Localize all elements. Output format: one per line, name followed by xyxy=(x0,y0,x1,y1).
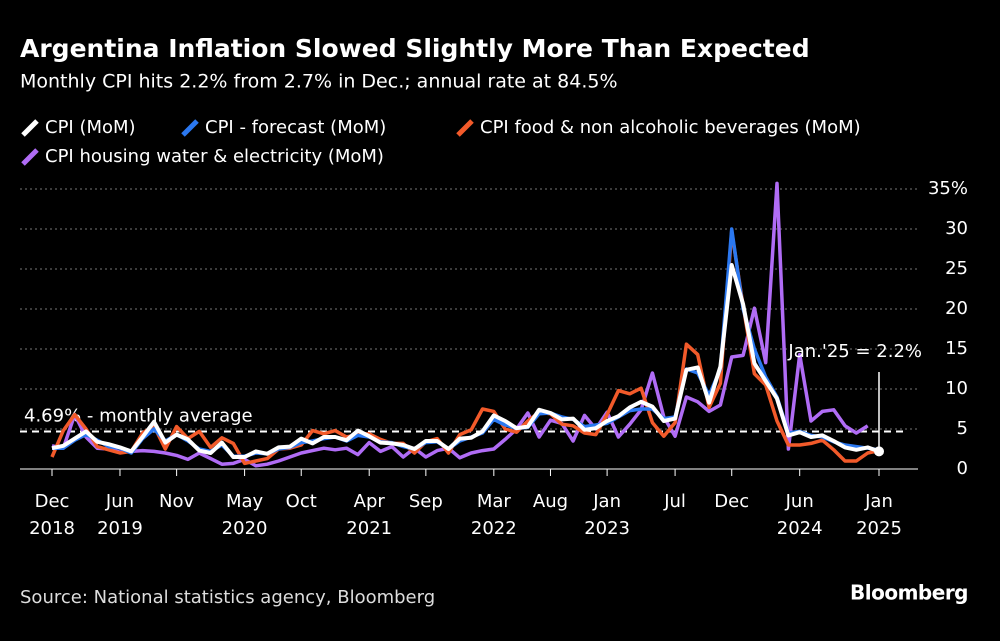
x-tick-label-line: Jan xyxy=(592,491,621,512)
x-tick-label: Jul xyxy=(663,491,686,512)
x-tick-label-line: Jun xyxy=(105,491,134,512)
x-tick-label: Nov xyxy=(159,491,194,512)
legend-swatch xyxy=(21,148,39,166)
x-tick-label: Aug xyxy=(533,491,568,512)
y-tick-label: 30 xyxy=(945,218,968,239)
y-tick-label: 25 xyxy=(945,258,968,279)
y-tick-label: 35% xyxy=(928,178,968,199)
x-tick-label-line: 2018 xyxy=(29,518,75,539)
chart-title: Argentina Inflation Slowed Slightly More… xyxy=(20,34,810,63)
x-tick-label: Jan 2025 xyxy=(856,491,902,539)
y-tick-label: 15 xyxy=(945,338,968,359)
x-tick-label-line: Dec xyxy=(35,491,70,512)
x-tick-label-line: May xyxy=(226,491,264,512)
y-tick-label: 10 xyxy=(945,378,968,399)
x-tick-label-line: Oct xyxy=(286,491,317,512)
x-tick-label-line: 2019 xyxy=(97,518,143,539)
series-line xyxy=(51,181,869,468)
legend-swatch xyxy=(21,119,39,137)
reference-label: 4.69% - monthly average xyxy=(24,405,253,426)
chart-subtitle: Monthly CPI hits 2.2% from 2.7% in Dec.;… xyxy=(20,71,618,93)
legend-label: CPI food & non alcoholic beverages (MoM) xyxy=(480,117,861,138)
brand: Bloomberg xyxy=(850,581,968,605)
source: Source: National statistics agency, Bloo… xyxy=(20,587,435,608)
x-tick-label-line: 2021 xyxy=(346,518,392,539)
x-tick-label: Jun 2019 xyxy=(97,491,143,539)
x-tick-label-line: 2022 xyxy=(471,518,517,539)
x-tick-label: Dec 2018 xyxy=(29,491,75,539)
series-line xyxy=(51,263,880,459)
x-tick-label: Jun 2024 xyxy=(777,491,823,539)
y-tick-label: 5 xyxy=(957,418,968,439)
x-tick-label: May 2020 xyxy=(222,491,268,539)
legend-swatch xyxy=(181,119,199,137)
annotation-label: Jan.'25 = 2.2% xyxy=(787,341,922,362)
x-tick-label: Jan 2023 xyxy=(584,491,630,539)
y-tick-label: 20 xyxy=(945,298,968,319)
x-tick-label: Sep xyxy=(409,491,443,512)
x-tick-label-line: 2020 xyxy=(222,518,268,539)
x-tick-label-line: Jul xyxy=(663,491,686,512)
x-tick-label-line: Mar xyxy=(477,491,512,512)
x-tick-label-line: Apr xyxy=(354,491,386,512)
x-tick-label: Mar 2022 xyxy=(471,491,517,539)
x-tick-label-line: Aug xyxy=(533,491,568,512)
y-tick-label: 0 xyxy=(957,458,968,479)
x-tick-label-line: 2023 xyxy=(584,518,630,539)
annotation-point xyxy=(874,446,884,457)
x-tick-label: Oct xyxy=(286,491,317,512)
x-tick-label-line: Jan xyxy=(864,491,893,512)
legend-label: CPI housing water & electricity (MoM) xyxy=(45,146,384,167)
x-tick-label-line: Dec xyxy=(714,491,749,512)
legend-swatch xyxy=(456,119,474,137)
x-tick-label: Dec xyxy=(714,491,749,512)
x-tick-label-line: Jun xyxy=(785,491,814,512)
legend-label: CPI (MoM) xyxy=(45,117,136,138)
x-tick-label-line: Sep xyxy=(409,491,443,512)
legend-label: CPI - forecast (MoM) xyxy=(205,117,386,138)
x-tick-label-line: 2024 xyxy=(777,518,823,539)
x-tick-label-line: 2025 xyxy=(856,518,902,539)
x-tick-label: Apr 2021 xyxy=(346,491,392,539)
x-tick-label-line: Nov xyxy=(159,491,194,512)
